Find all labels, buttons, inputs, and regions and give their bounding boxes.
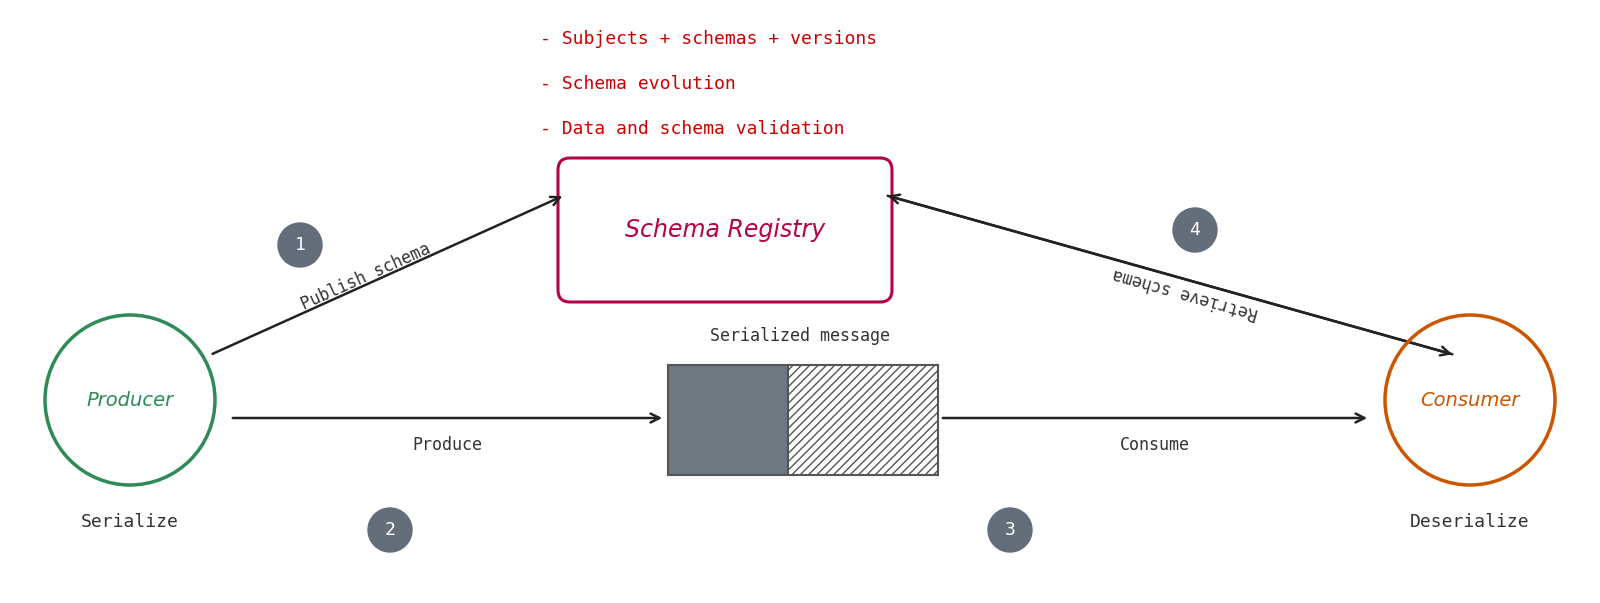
Text: Publish schema: Publish schema <box>298 240 434 314</box>
Text: Schema Registry: Schema Registry <box>626 218 826 242</box>
Text: 1: 1 <box>294 236 306 254</box>
Text: Serialize: Serialize <box>82 513 179 531</box>
Text: Retrieve schema: Retrieve schema <box>1110 265 1261 323</box>
Text: Produce: Produce <box>413 436 483 454</box>
Circle shape <box>989 508 1032 552</box>
Text: 3: 3 <box>1005 521 1016 539</box>
Text: - Schema evolution: - Schema evolution <box>541 75 736 93</box>
Text: - Data and schema validation: - Data and schema validation <box>541 120 845 138</box>
Bar <box>669 365 787 475</box>
Bar <box>787 365 938 475</box>
Text: 4: 4 <box>1189 221 1200 239</box>
FancyBboxPatch shape <box>558 158 893 302</box>
Text: Producer: Producer <box>86 391 173 409</box>
Text: Consumer: Consumer <box>1421 391 1520 409</box>
Text: Consume: Consume <box>1120 436 1190 454</box>
Circle shape <box>1173 208 1218 252</box>
Text: - Subjects + schemas + versions: - Subjects + schemas + versions <box>541 30 877 48</box>
Text: 2: 2 <box>384 521 395 539</box>
Text: Deserialize: Deserialize <box>1410 513 1530 531</box>
Circle shape <box>278 223 322 267</box>
Circle shape <box>368 508 413 552</box>
Text: Serialized message: Serialized message <box>710 327 890 345</box>
